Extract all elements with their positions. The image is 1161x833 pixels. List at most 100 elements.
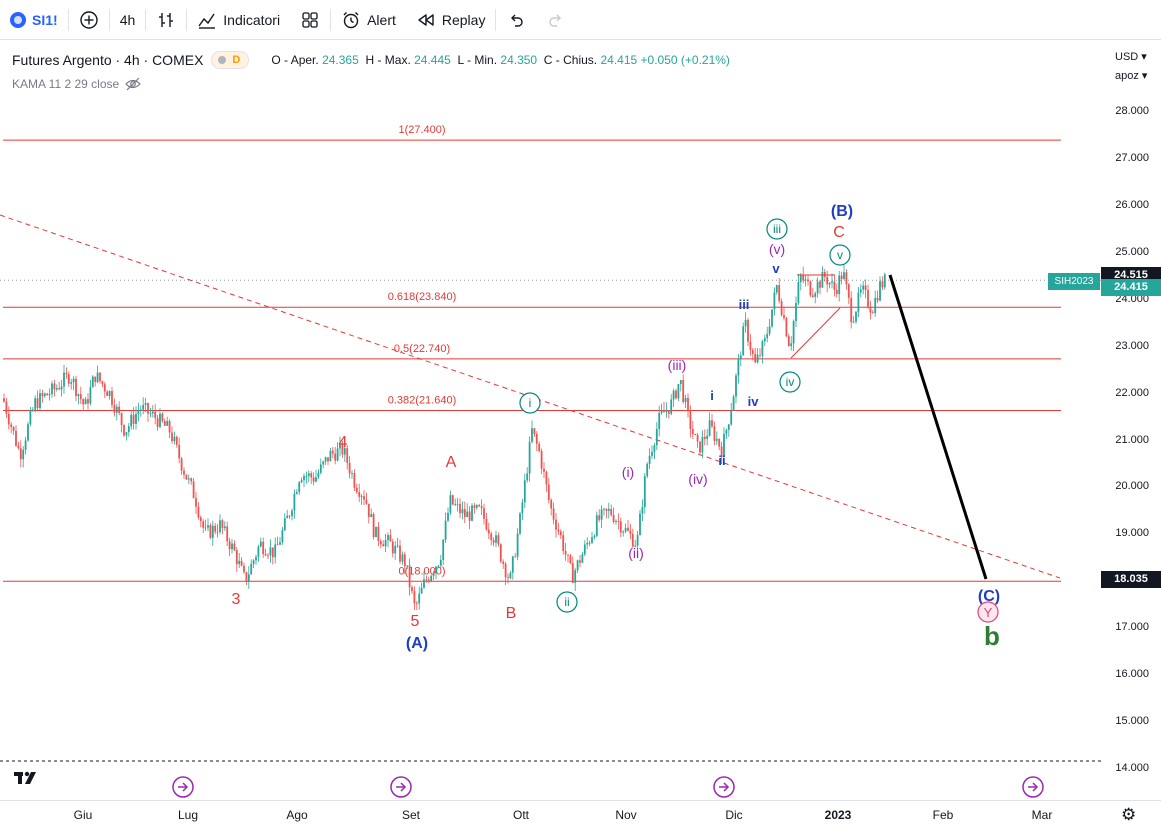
candle-body [643,476,646,508]
candle-body [624,527,627,532]
candle-body [257,546,260,557]
candle-body [377,526,380,541]
time-tick-label: Ott [512,808,530,822]
alarm-clock-icon [343,11,359,28]
rewind-icon [418,13,434,26]
wave-label-blue: ii [718,453,725,468]
wave-circle-teal [829,244,851,266]
target-price-tag: 18.035 [1101,570,1161,588]
candle-body [137,410,140,414]
candle-body [101,381,104,385]
candle-body [799,274,802,283]
candle-body [483,508,485,519]
candle-body [259,541,262,547]
wave-label-purple: (ii) [628,545,644,561]
candle-body [444,520,447,540]
candle-body [689,410,692,429]
price-axis[interactable]: 28.000 27.000 26.000 25.000 24.000 23.000 22.0… [1101,40,1161,800]
candle-body [588,542,591,544]
candle-body [807,279,809,282]
candle-body [70,382,73,384]
candle-body [516,533,519,557]
plus-circle-icon [79,10,98,29]
candle-body [228,541,231,550]
fib-level-label: 0.5(22.740) [394,343,450,355]
indicator-legend[interactable]: KAMA 11 2 29 close [12,77,142,91]
candle-body [737,358,740,376]
candle-body [739,355,742,359]
gear-icon[interactable]: ⚙ [1121,805,1137,824]
candle-body [262,541,265,554]
candle-body [646,463,649,477]
candle-body [780,301,783,316]
alert-button[interactable]: Alert [331,0,406,40]
candle-body [622,531,625,533]
candle-body [379,540,382,545]
currency-selector[interactable]: USD ▾ [1115,51,1147,63]
candle-body [435,566,437,574]
candle-body [27,424,29,441]
candle-body [845,272,848,285]
time-tick-label: Set [401,808,421,822]
redo-button[interactable] [536,0,576,40]
candle-body [586,542,589,545]
data-status-badge: D [211,51,250,69]
toolbar-divider [186,8,188,31]
price-tick-label: 15.000 [1115,715,1149,728]
replay-button[interactable]: Replay [406,0,496,40]
candle-body [535,433,538,444]
low-value: 24.350 [500,53,538,67]
wave-label-green: b [984,621,1000,651]
fib-level-label: 0.382(21.640) [388,394,457,406]
time-axis[interactable]: Giu Lug Ago Set Ott Nov Dic 2023 Feb Mar [0,800,1161,833]
candle-body [876,297,879,301]
candle-body [111,391,113,406]
indicators-label: Indicatori [223,11,281,28]
scale-mode-selector[interactable]: apoz ▾ [1115,70,1148,82]
candle-body [391,541,394,554]
candle-body [857,292,860,312]
candle-body [36,398,39,409]
time-tick-label: Lug [177,808,199,822]
layout-button[interactable] [290,0,330,40]
triangle-drawing-line[interactable] [790,307,841,359]
candle-body [195,498,197,507]
indicators-button[interactable]: Indicatori [187,0,290,40]
projection-line[interactable] [888,274,988,580]
candle-body [154,411,157,419]
candle-body [675,390,677,399]
chart-type-button[interactable] [146,0,186,40]
compare-button[interactable] [69,0,109,40]
candle-body [569,555,572,564]
candle-body [579,560,581,563]
candle-body [387,535,389,540]
candle-body [879,281,881,301]
candle-body [39,393,41,409]
candle-body [667,410,670,414]
symbol-search-button[interactable]: SI1! [0,0,68,40]
candle-body [811,295,814,297]
candle-body [507,577,509,579]
candle-body [593,535,596,538]
eye-off-icon[interactable] [125,77,142,91]
candle-body [156,418,159,427]
interval-button[interactable]: 4h [110,0,146,40]
indicator-label: KAMA 11 2 29 close [12,77,120,91]
price-chart[interactable]: 1(27.400) 0.618(23.840) 0.5(22.740) 0.382(2… [0,40,1161,800]
price-tick-label: 26.000 [1115,198,1149,211]
candle-body [310,473,313,478]
candle-body [502,561,505,564]
candle-body [631,533,634,547]
candle-body [843,272,845,279]
candle-body [99,372,101,382]
candle-body [802,274,805,281]
candle-body [648,455,651,464]
price-tick-label: 25.000 [1115,245,1149,258]
candle-body [123,424,125,436]
candle-body [34,398,37,410]
candle-body [324,457,327,462]
undo-button[interactable] [496,0,536,40]
candle-body [372,514,375,538]
candle-body [454,504,457,505]
candle-body [461,509,464,514]
